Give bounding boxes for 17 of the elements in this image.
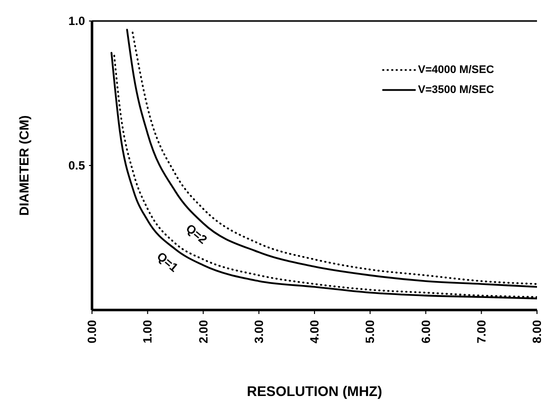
x-tick-label: 1.00 xyxy=(140,320,155,344)
x-tick-label: 5.00 xyxy=(363,320,378,344)
x-axis-title: RESOLUTION (MHZ) xyxy=(246,383,382,399)
annotation: Q=2 xyxy=(184,221,210,247)
legend-label: V=3500 M/SEC xyxy=(418,84,494,96)
x-tick-label: 7.00 xyxy=(474,320,488,344)
x-tick-label: 3.00 xyxy=(252,320,266,344)
x-tick-label: 0.00 xyxy=(85,320,99,344)
annotation: Q=1 xyxy=(154,249,182,275)
x-tick-label: 6.00 xyxy=(418,320,433,344)
x-tick-label: 4.00 xyxy=(308,320,322,344)
x-tick-label: 2.00 xyxy=(196,320,210,344)
legend-label: V=4000 M/SEC xyxy=(418,64,494,76)
y-tick-label: 0.5 xyxy=(68,158,86,172)
y-axis-title: DIAMETER (CM) xyxy=(16,115,32,216)
y-tick-label: 1.0 xyxy=(68,14,86,28)
x-tick-label: 8.00 xyxy=(530,320,544,344)
